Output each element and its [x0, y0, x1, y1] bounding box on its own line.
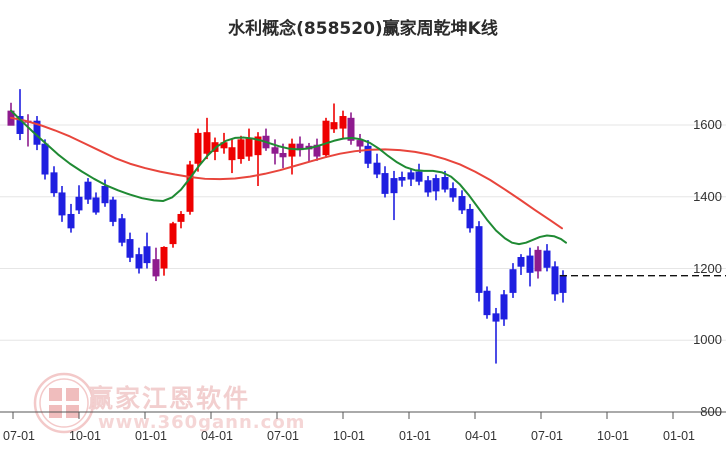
candlestick: [305, 142, 313, 162]
candlestick-chart: [0, 89, 726, 419]
candlestick: [160, 246, 168, 276]
candlestick: [390, 170, 398, 221]
candlestick: [492, 307, 500, 364]
candlestick: [339, 110, 347, 140]
candlestick: [169, 221, 177, 248]
candlestick: [58, 185, 66, 222]
candlestick: [75, 185, 83, 214]
y-axis-tick-label: 800: [700, 404, 722, 419]
candlestick: [415, 163, 423, 186]
candlestick: [126, 232, 134, 263]
x-axis-tick-label: 04-01: [465, 429, 497, 443]
candlestick: [109, 196, 117, 227]
moving-average-line: [10, 109, 567, 246]
candlestick: [432, 174, 440, 201]
candlestick: [551, 261, 559, 301]
x-axis-tick-label: 04-01: [201, 429, 233, 443]
candlestick: [509, 263, 517, 298]
x-axis-tick-label: 10-01: [69, 429, 101, 443]
candlestick: [41, 139, 49, 180]
candlestick: [330, 103, 338, 133]
candlestick: [364, 140, 372, 169]
candlestick: [543, 244, 551, 272]
candlestick: [228, 138, 236, 174]
page-title: 水利概念(858520)赢家周乾坤K线: [228, 19, 498, 39]
candlestick: [16, 89, 24, 141]
candlestick: [220, 132, 228, 154]
x-axis-tick-label: 07-01: [3, 429, 35, 443]
candlestick: [203, 117, 211, 160]
candlestick: [407, 168, 415, 186]
candlestick: [92, 192, 100, 215]
candlestick: [398, 171, 406, 187]
x-axis-tick-label: 01-01: [399, 429, 431, 443]
chart-plot-area: [0, 60, 726, 419]
candlestick: [135, 247, 143, 274]
candlestick: [288, 138, 296, 175]
candlestick: [67, 203, 75, 233]
candlestick: [381, 166, 389, 198]
candlestick: [296, 136, 304, 157]
y-axis-tick-label: 1600: [693, 117, 722, 132]
candlestick: [143, 232, 151, 269]
candlestick: [194, 128, 202, 172]
candlestick: [177, 211, 185, 229]
candlestick: [534, 246, 542, 279]
candlestick: [313, 138, 321, 161]
x-axis-tick-label: 01-01: [135, 429, 167, 443]
x-axis-tick-label: 07-01: [267, 429, 299, 443]
candlestick: [33, 116, 41, 151]
y-axis-tick-label: 1000: [693, 332, 722, 348]
candlestick: [517, 254, 525, 275]
candlestick: [50, 166, 58, 197]
x-axis-tick-label: 10-01: [597, 429, 629, 443]
moving-average-line: [10, 116, 563, 230]
y-axis-tick-label: 1400: [693, 188, 722, 204]
candlestick: [424, 175, 432, 197]
candlestick: [466, 203, 474, 233]
y-axis-tick-label: 1200: [693, 260, 722, 276]
x-axis-tick-label: 01-01: [663, 429, 695, 443]
candlestick: [373, 153, 381, 179]
candlestick: [262, 128, 270, 151]
candlestick: [118, 213, 126, 247]
candlestick: [237, 135, 245, 164]
candlestick: [483, 286, 491, 319]
candlestick: [526, 247, 534, 287]
candlestick: [475, 221, 483, 302]
candlestick: [449, 182, 457, 202]
candlestick: [254, 132, 262, 186]
candlestick: [500, 290, 508, 326]
candlestick: [84, 178, 92, 204]
candlestick: [186, 160, 194, 215]
x-axis-tick-label: 07-01: [531, 429, 563, 443]
candlestick: [271, 139, 279, 165]
candlestick: [245, 128, 253, 161]
candlestick: [152, 247, 160, 282]
candlestick: [347, 112, 355, 145]
candlestick: [322, 117, 330, 159]
x-axis-tick-label: 10-01: [333, 429, 365, 443]
candlestick: [458, 190, 466, 214]
